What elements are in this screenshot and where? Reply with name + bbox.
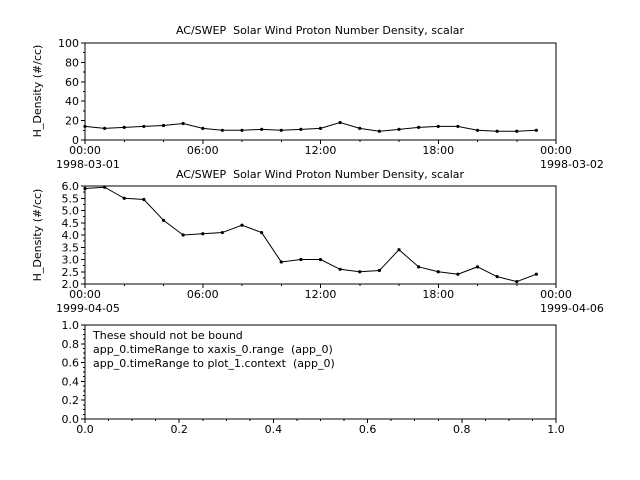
svg-text:0.0: 0.0 bbox=[76, 423, 94, 436]
svg-text:20: 20 bbox=[65, 115, 79, 128]
svg-text:0.4: 0.4 bbox=[265, 423, 283, 436]
svg-text:0.8: 0.8 bbox=[62, 338, 80, 351]
svg-text:00:00: 00:00 bbox=[69, 288, 101, 301]
svg-text:5.0: 5.0 bbox=[62, 205, 80, 218]
svg-text:0.4: 0.4 bbox=[62, 375, 80, 388]
plot2-y-axis-label: H_Density (#/cc) bbox=[31, 188, 44, 282]
plot1-start-date-label: 1998-03-01 bbox=[56, 158, 120, 171]
plot2-end-date-label: 1999-04-06 bbox=[540, 302, 604, 315]
svg-text:06:00: 06:00 bbox=[187, 144, 219, 157]
svg-text:4.5: 4.5 bbox=[62, 217, 80, 230]
svg-text:80: 80 bbox=[65, 56, 79, 69]
svg-text:00:00: 00:00 bbox=[69, 144, 101, 157]
svg-text:0.2: 0.2 bbox=[170, 423, 188, 436]
svg-text:0.0: 0.0 bbox=[62, 413, 80, 426]
svg-text:60: 60 bbox=[65, 76, 79, 89]
plot2-title: AC/SWEP Solar Wind Proton Number Density… bbox=[175, 168, 465, 181]
svg-text:0.2: 0.2 bbox=[62, 394, 80, 407]
svg-text:1.0: 1.0 bbox=[62, 319, 80, 332]
svg-text:5.5: 5.5 bbox=[62, 192, 80, 205]
svg-text:12:00: 12:00 bbox=[305, 288, 337, 301]
svg-text:18:00: 18:00 bbox=[422, 288, 454, 301]
svg-text:12:00: 12:00 bbox=[305, 144, 337, 157]
svg-text:0.8: 0.8 bbox=[453, 423, 471, 436]
svg-text:4.0: 4.0 bbox=[62, 229, 80, 242]
annotation-line-3: app_0.timeRange to plot_1.context (app_0… bbox=[93, 357, 335, 370]
svg-text:40: 40 bbox=[65, 95, 79, 108]
plot2-start-date-label: 1999-04-05 bbox=[56, 302, 120, 315]
svg-text:06:00: 06:00 bbox=[187, 288, 219, 301]
svg-text:18:00: 18:00 bbox=[422, 144, 454, 157]
plot1-end-date-label: 1998-03-02 bbox=[540, 158, 604, 171]
plot1-y-axis-label: H_Density (#/cc) bbox=[31, 44, 44, 138]
svg-text:3.5: 3.5 bbox=[62, 241, 80, 254]
svg-text:0.6: 0.6 bbox=[359, 423, 377, 436]
svg-text:1.0: 1.0 bbox=[547, 423, 565, 436]
svg-text:0.6: 0.6 bbox=[62, 357, 80, 370]
svg-text:6.0: 6.0 bbox=[62, 180, 80, 193]
annotation-line-2: app_0.timeRange to xaxis_0.range (app_0) bbox=[93, 343, 333, 356]
svg-text:00:00: 00:00 bbox=[540, 288, 572, 301]
svg-text:00:00: 00:00 bbox=[540, 144, 572, 157]
svg-text:2.0: 2.0 bbox=[62, 278, 80, 291]
svg-text:100: 100 bbox=[58, 37, 79, 50]
plot1-title: AC/SWEP Solar Wind Proton Number Density… bbox=[175, 24, 465, 37]
annotation-line-1: These should not be bound bbox=[93, 329, 243, 342]
svg-text:2.5: 2.5 bbox=[62, 266, 80, 279]
svg-text:0: 0 bbox=[72, 134, 79, 147]
svg-text:3.0: 3.0 bbox=[62, 254, 80, 267]
